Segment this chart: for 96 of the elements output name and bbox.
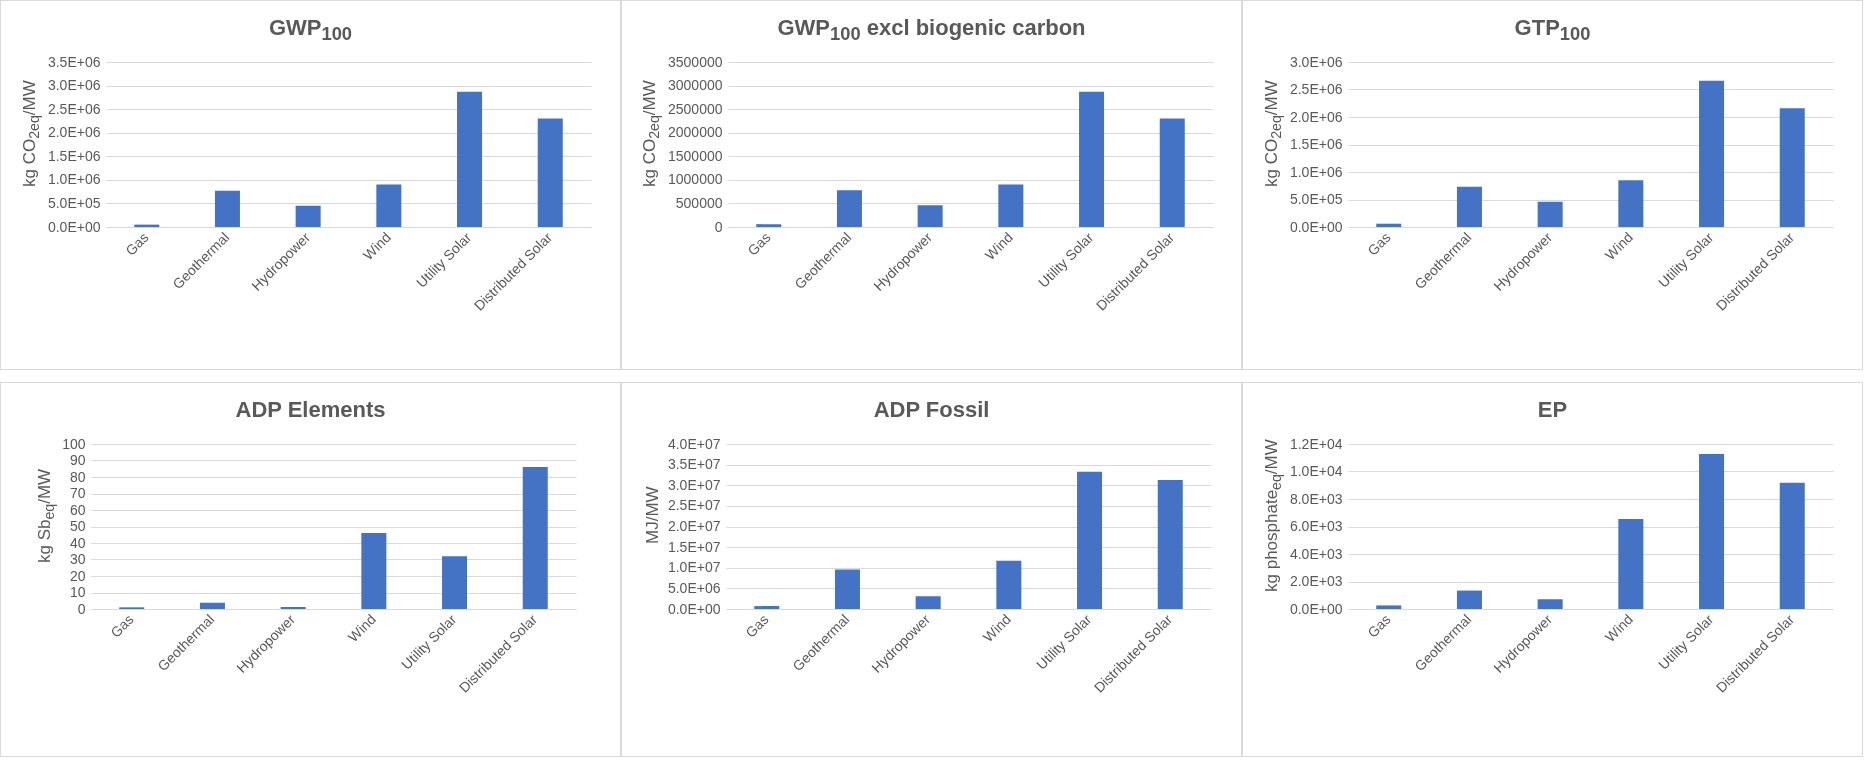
bar xyxy=(1375,605,1401,609)
y-tick-label: 3.5E+07 xyxy=(667,456,721,473)
y-tick-label: 5.0E+05 xyxy=(1289,191,1343,207)
bar xyxy=(1078,91,1104,227)
bar xyxy=(917,205,943,227)
chart-title: EP xyxy=(1537,397,1568,424)
bar xyxy=(834,569,860,609)
bar xyxy=(995,560,1021,609)
y-tick-label: 2.0E+03 xyxy=(1289,573,1343,589)
y-tick-label: 40 xyxy=(70,534,86,551)
bar xyxy=(755,224,781,227)
x-tick-label: Gas xyxy=(741,611,772,641)
y-tick-label: 1.5E+06 xyxy=(1289,136,1343,152)
y-tick-label: 2.0E+06 xyxy=(47,124,101,141)
bar xyxy=(1159,118,1185,227)
x-tick-label: Gas xyxy=(1363,611,1394,641)
bar xyxy=(456,91,482,227)
y-tick-label: 3500000 xyxy=(667,53,723,70)
y-tick-label: 2.0E+06 xyxy=(1289,108,1343,125)
bar xyxy=(1779,108,1805,227)
bar xyxy=(915,596,941,609)
y-tick-label: 2.5E+07 xyxy=(667,497,721,514)
y-tick-label: 6.0E+03 xyxy=(1289,518,1343,534)
y-tick-label: 90 xyxy=(70,452,86,468)
y-tick-label: 1.5E+06 xyxy=(47,147,101,164)
bar xyxy=(1375,223,1401,227)
y-tick-label: 1.2E+04 xyxy=(1289,435,1343,452)
bar xyxy=(1456,186,1482,227)
y-tick-label: 3000000 xyxy=(667,77,723,94)
bar xyxy=(1698,454,1724,609)
bar xyxy=(1537,201,1563,227)
y-tick-label: 4.0E+07 xyxy=(667,435,721,452)
chart-title: GTP$_{100}$ xyxy=(1514,15,1591,47)
bar xyxy=(522,467,548,609)
bar xyxy=(1698,80,1724,227)
x-tick-label: Gas xyxy=(743,229,774,259)
y-tick-label: 1.0E+06 xyxy=(47,171,101,188)
y-tick-label: 1500000 xyxy=(667,147,723,164)
y-tick-label: 0 xyxy=(77,600,86,617)
y-tick-label: 5.0E+06 xyxy=(667,579,721,596)
y-tick-label: 10 xyxy=(70,584,86,600)
bar xyxy=(1456,590,1482,609)
x-tick-label: Gas xyxy=(107,611,137,641)
chart-title: GWP$_{100}$ xyxy=(268,15,353,47)
x-tick-label: Gas xyxy=(121,229,152,259)
y-tick-label: 2000000 xyxy=(667,124,723,141)
bar xyxy=(836,190,862,227)
bar xyxy=(537,118,563,227)
y-tick-label: 1.5E+07 xyxy=(667,538,721,555)
bar xyxy=(1618,519,1644,609)
y-tick-label: 0.0E+00 xyxy=(47,218,101,235)
bar xyxy=(1537,599,1563,609)
y-tick-label: 2500000 xyxy=(667,100,723,117)
y-tick-label: 1.0E+04 xyxy=(1289,463,1343,479)
bar xyxy=(376,184,402,227)
y-tick-label: 0.0E+00 xyxy=(667,600,721,617)
y-tick-label: 4.0E+03 xyxy=(1289,545,1343,562)
y-tick-label: 1.0E+07 xyxy=(667,559,721,576)
bar xyxy=(1157,479,1183,609)
bar xyxy=(1618,180,1644,227)
bar xyxy=(214,190,240,227)
bar xyxy=(998,184,1024,227)
y-tick-label: 3.0E+06 xyxy=(1289,53,1343,70)
y-tick-label: 70 xyxy=(70,485,86,501)
y-tick-label: 30 xyxy=(70,551,86,567)
y-tick-label: 60 xyxy=(70,501,86,518)
y-tick-label: 100 xyxy=(62,435,86,452)
y-tick-label: 50 xyxy=(70,518,86,534)
bar xyxy=(361,533,387,609)
chart-title: ADP Elements xyxy=(235,397,386,424)
x-tick-label: Gas xyxy=(1363,229,1394,259)
y-tick-label: 2.5E+06 xyxy=(1289,81,1343,97)
bar xyxy=(753,606,779,609)
chart-title: ADP Fossil xyxy=(873,397,990,424)
bar xyxy=(1779,482,1805,609)
bar xyxy=(295,205,321,227)
y-tick-label: 3.0E+07 xyxy=(667,476,721,493)
y-tick-label: 1.0E+06 xyxy=(1289,163,1343,180)
y-tick-label: 3.5E+06 xyxy=(47,53,101,70)
y-tick-label: 8.0E+03 xyxy=(1289,490,1343,507)
y-tick-label: 0.0E+00 xyxy=(1289,218,1343,235)
y-axis-title: MJ/MW xyxy=(642,485,663,547)
y-tick-label: 3.0E+06 xyxy=(47,77,101,94)
y-tick-label: 0.0E+00 xyxy=(1289,600,1343,617)
y-tick-label: 80 xyxy=(70,468,86,485)
y-tick-label: 500000 xyxy=(675,194,723,211)
chart-title: GWP$_{100}$ excl biogenic carbon xyxy=(777,15,1086,47)
y-tick-label: 20 xyxy=(70,567,86,584)
bar xyxy=(1076,471,1102,609)
bar xyxy=(200,602,226,609)
y-tick-label: 2.5E+06 xyxy=(47,100,101,117)
y-tick-label: 2.0E+07 xyxy=(667,518,721,534)
y-tick-label: 1000000 xyxy=(667,171,723,188)
y-tick-label: 5.0E+05 xyxy=(47,194,101,211)
bar xyxy=(442,556,468,609)
y-tick-label: 0 xyxy=(714,218,723,235)
